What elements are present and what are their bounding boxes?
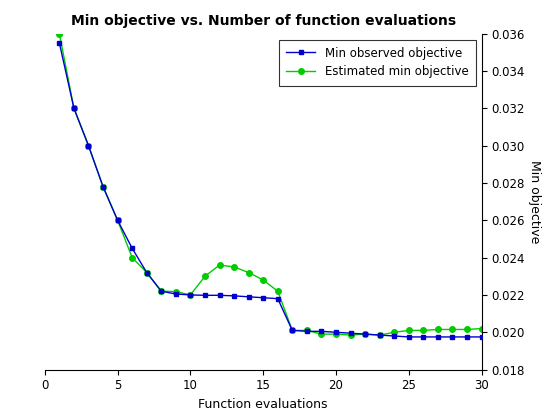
Min observed objective [231, 293, 237, 298]
Estimated min objective [202, 274, 208, 279]
Estimated min objective [114, 218, 121, 223]
Min observed objective [100, 184, 106, 189]
Min observed objective [464, 334, 470, 339]
Estimated min objective [318, 332, 325, 337]
Y-axis label: Min objective: Min objective [529, 160, 542, 243]
Estimated min objective [245, 270, 252, 275]
Min observed objective [129, 246, 136, 251]
Estimated min objective [304, 328, 310, 333]
Min observed objective [347, 331, 354, 336]
Estimated min objective [187, 292, 194, 297]
Min observed objective [391, 333, 398, 339]
Min observed objective [435, 334, 441, 339]
Min observed objective [449, 334, 456, 339]
Min observed objective [304, 329, 310, 334]
Estimated min objective [100, 184, 106, 189]
Estimated min objective [158, 289, 165, 294]
Min observed objective [114, 218, 121, 223]
Min observed objective [376, 333, 383, 338]
Min observed objective [216, 293, 223, 298]
Estimated min objective [56, 31, 63, 36]
Min observed objective [274, 296, 281, 301]
Estimated min objective [274, 289, 281, 294]
Estimated min objective [420, 328, 427, 333]
Min observed objective [158, 289, 165, 294]
Min observed objective [333, 330, 339, 335]
Estimated min objective [464, 327, 470, 332]
Min observed objective [405, 334, 412, 339]
Legend: Min observed objective, Estimated min objective: Min observed objective, Estimated min ob… [279, 39, 475, 86]
Min observed objective [362, 332, 368, 337]
Min observed objective [260, 295, 267, 300]
Estimated min objective [405, 328, 412, 333]
Title: Min objective vs. Number of function evaluations: Min objective vs. Number of function eva… [71, 14, 456, 28]
Min observed objective [71, 106, 77, 111]
Min observed objective [318, 329, 325, 334]
Min observed objective [172, 291, 179, 297]
Estimated min objective [478, 326, 485, 331]
Estimated min objective [129, 255, 136, 260]
Min observed objective [143, 270, 150, 275]
Estimated min objective [391, 330, 398, 335]
Estimated min objective [449, 327, 456, 332]
Min observed objective [478, 334, 485, 339]
Estimated min objective [333, 332, 339, 337]
Min observed objective [85, 143, 92, 148]
Estimated min objective [231, 265, 237, 270]
Min observed objective [289, 328, 296, 333]
Line: Min observed objective: Min observed objective [57, 40, 484, 339]
Estimated min objective [216, 262, 223, 268]
Estimated min objective [260, 278, 267, 283]
Estimated min objective [143, 270, 150, 275]
Min observed objective [187, 292, 194, 297]
Estimated min objective [172, 289, 179, 294]
Line: Estimated min objective: Estimated min objective [57, 31, 484, 338]
Estimated min objective [362, 332, 368, 337]
Estimated min objective [435, 327, 441, 332]
Estimated min objective [376, 333, 383, 338]
Min observed objective [56, 40, 63, 45]
X-axis label: Function evaluations: Function evaluations [198, 398, 328, 411]
Estimated min objective [289, 328, 296, 333]
Min observed objective [245, 294, 252, 299]
Min observed objective [202, 293, 208, 298]
Estimated min objective [71, 106, 77, 111]
Estimated min objective [85, 143, 92, 148]
Estimated min objective [347, 333, 354, 338]
Min observed objective [420, 334, 427, 339]
